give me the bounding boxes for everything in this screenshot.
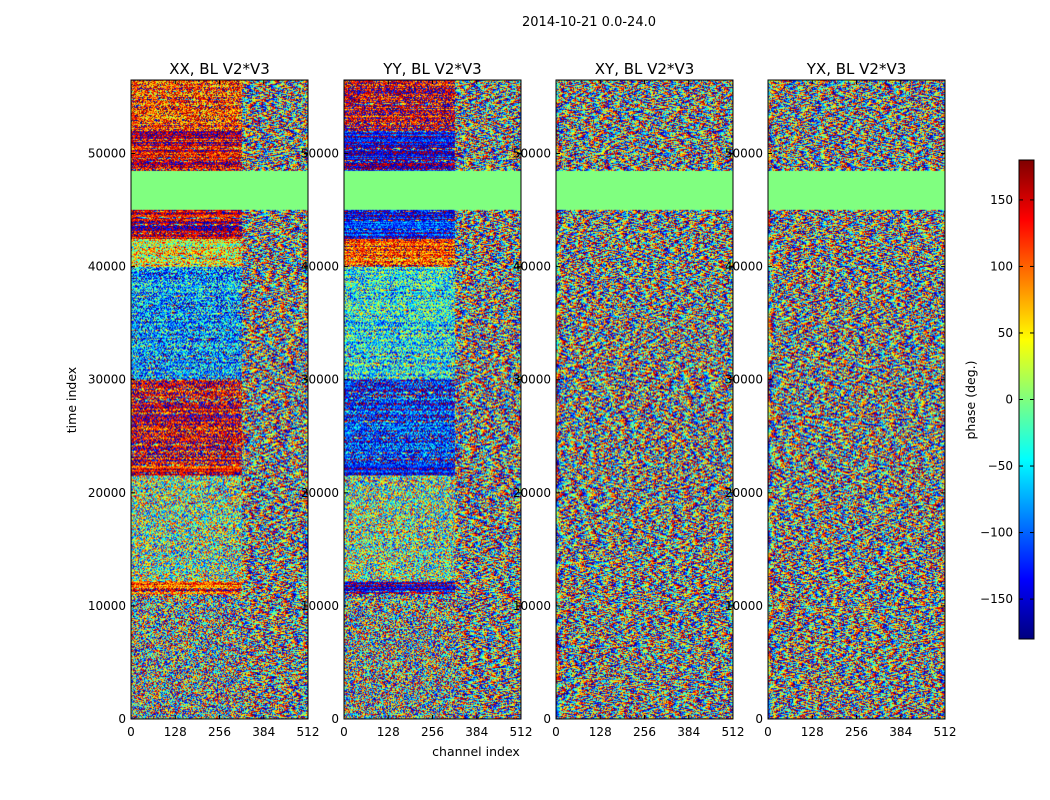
colorbar-tick-label: 50	[998, 326, 1013, 340]
y-tick-label: 20000	[88, 486, 126, 500]
colorbar-tick-label: 0	[1005, 393, 1013, 407]
y-tick-label: 30000	[301, 373, 339, 387]
heatmap-image-0	[131, 80, 308, 719]
colorbar: −150 −100 −50 0 50 100 150	[980, 159, 1035, 640]
heatmap-image-1	[344, 80, 521, 719]
x-tick-label: 128	[589, 725, 612, 739]
colorbar-tick-label: 150	[990, 193, 1013, 207]
y-tick-label: 50000	[725, 147, 763, 161]
y-axis-label: time index	[64, 367, 79, 433]
heatmap-image-2	[556, 80, 733, 719]
panel-title: YX, BL V2*V3	[806, 60, 907, 78]
x-tick-label: 256	[421, 725, 444, 739]
x-axis-label: channel index	[432, 744, 520, 759]
x-tick-label: 512	[510, 725, 533, 739]
y-tick-label: 30000	[88, 373, 126, 387]
panel-title: XX, BL V2*V3	[169, 60, 270, 78]
panel-title: XY, BL V2*V3	[595, 60, 695, 78]
y-tick-label: 40000	[88, 260, 126, 274]
y-tick-label: 40000	[725, 260, 763, 274]
y-tick-label: 50000	[513, 147, 551, 161]
figure-suptitle: 2014-10-21 0.0-24.0	[522, 15, 656, 30]
y-tick-label: 20000	[725, 486, 763, 500]
colorbar-tick-label: −150	[980, 592, 1013, 606]
y-tick-label: 30000	[725, 373, 763, 387]
y-tick-label: 10000	[513, 599, 551, 613]
x-tick-label: 0	[340, 725, 348, 739]
y-tick-label: 30000	[513, 373, 551, 387]
y-tick-label: 0	[331, 712, 339, 726]
x-tick-label: 256	[845, 725, 868, 739]
y-tick-label: 10000	[88, 599, 126, 613]
y-tick-label: 50000	[88, 147, 126, 161]
y-tick-label: 40000	[301, 260, 339, 274]
x-tick-label: 512	[297, 725, 320, 739]
x-tick-label: 128	[164, 725, 187, 739]
x-tick-label: 512	[934, 725, 957, 739]
x-tick-label: 384	[252, 725, 275, 739]
x-tick-label: 256	[208, 725, 231, 739]
x-tick-label: 384	[465, 725, 488, 739]
x-tick-label: 384	[677, 725, 700, 739]
colorbar-label: phase (deg.)	[963, 361, 978, 440]
y-tick-label: 10000	[725, 599, 763, 613]
panel-0: XX, BL V2*V3 0 128 256 384 512 0 10000 20000 3000…	[88, 60, 320, 739]
y-tick-label: 20000	[513, 486, 551, 500]
x-tick-label: 384	[889, 725, 912, 739]
panel-3: YX, BL V2*V3 0 128 256 384 512 0 10000 20000 3000…	[725, 60, 957, 739]
x-tick-label: 0	[764, 725, 772, 739]
y-tick-label: 0	[755, 712, 763, 726]
colorbar-tick-label: −100	[980, 526, 1013, 540]
y-tick-label: 0	[118, 712, 126, 726]
y-tick-label: 50000	[301, 147, 339, 161]
x-tick-label: 512	[722, 725, 745, 739]
x-tick-label: 128	[801, 725, 824, 739]
panel-title: YY, BL V2*V3	[382, 60, 481, 78]
panel-2: XY, BL V2*V3 0 128 256 384 512 0 10000 20000 3000…	[513, 60, 745, 739]
panels-group: XX, BL V2*V3 0 128 256 384 512 0 10000 20000 3000…	[88, 60, 957, 739]
x-tick-label: 0	[127, 725, 135, 739]
y-tick-label: 20000	[301, 486, 339, 500]
x-tick-label: 256	[633, 725, 656, 739]
heatmap-image-3	[768, 80, 945, 719]
x-tick-label: 0	[552, 725, 560, 739]
y-tick-label: 0	[543, 712, 551, 726]
colorbar-tick-label: −50	[988, 459, 1013, 473]
colorbar-tick-label: 100	[990, 259, 1013, 273]
y-tick-label: 10000	[301, 599, 339, 613]
x-tick-label: 128	[377, 725, 400, 739]
y-tick-label: 40000	[513, 260, 551, 274]
panel-1: YY, BL V2*V3 0 128 256 384 512 0 10000 20000 3000…	[301, 60, 533, 739]
